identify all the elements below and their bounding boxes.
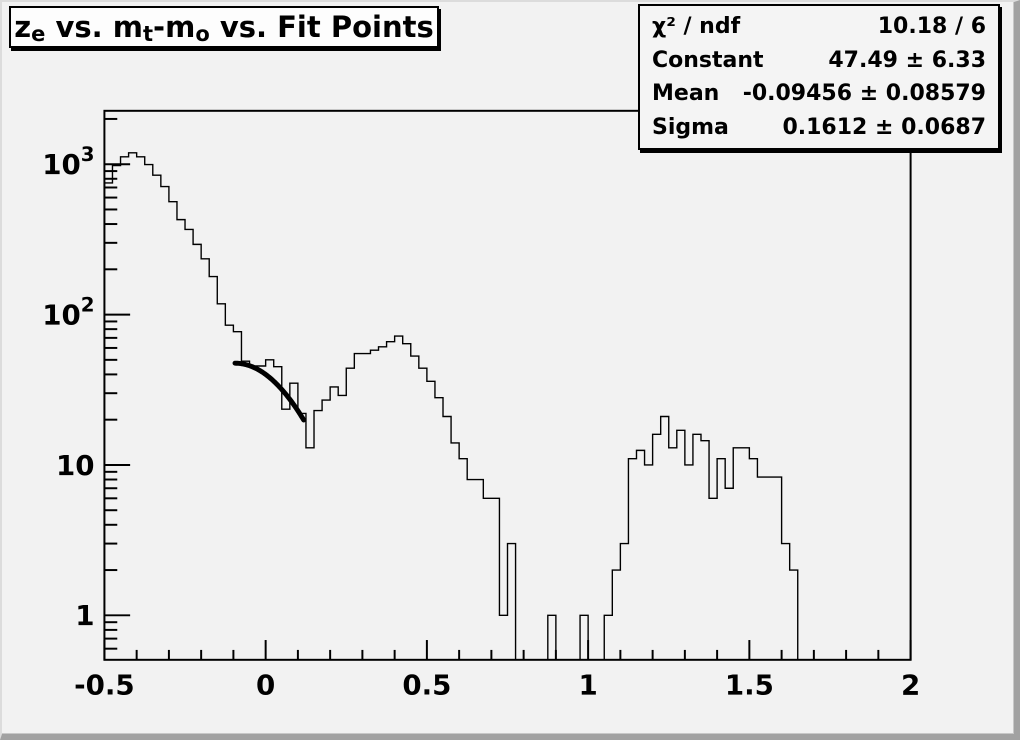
- stats-value-chi2: 10.18 / 6: [877, 14, 986, 40]
- stats-label-chi2: χ² / ndf: [652, 14, 741, 40]
- y-axis-tick-label: 103: [42, 143, 94, 181]
- stats-label-constant: Constant: [652, 47, 764, 73]
- stats-row-sigma: Sigma 0.1612 ± 0.0687: [640, 115, 998, 140]
- y-axis-tick-label: 1: [75, 599, 94, 632]
- title-text: vs. Fit Points: [209, 10, 434, 44]
- stats-value-sigma: 0.1612 ± 0.0687: [782, 114, 986, 140]
- stats-label-sigma: Sigma: [652, 114, 729, 140]
- y-axis-tick-label: 102: [42, 294, 94, 332]
- x-axis-tick-label: 0.5: [402, 668, 451, 701]
- x-axis-tick-label: 2: [901, 668, 920, 701]
- x-axis-tick-label: -0.5: [74, 668, 135, 701]
- stats-row-chi2: χ² / ndf 10.18 / 6: [640, 14, 998, 39]
- stats-row-constant: Constant 47.49 ± 6.33: [640, 48, 998, 73]
- x-axis-tick-label: 1.5: [725, 668, 774, 701]
- y-axis-tick-label: 10: [56, 449, 95, 482]
- x-axis-tick-label: 0: [256, 668, 275, 701]
- histogram-line: [103, 152, 799, 661]
- x-axis-tick-label: 1: [578, 668, 597, 701]
- fit-stats-box: χ² / ndf 10.18 / 6 Constant 47.49 ± 6.33…: [638, 4, 1000, 150]
- title-text: -m: [153, 10, 196, 44]
- stats-row-mean: Mean -0.09456 ± 0.08579: [640, 81, 998, 106]
- title-text: z: [14, 10, 32, 44]
- stats-value-constant: 47.49 ± 6.33: [828, 47, 986, 73]
- title-text: vs. m: [45, 10, 144, 44]
- stats-label-mean: Mean: [652, 81, 720, 107]
- stats-value-mean: -0.09456 ± 0.08579: [742, 81, 986, 107]
- fit-curve: [232, 360, 307, 423]
